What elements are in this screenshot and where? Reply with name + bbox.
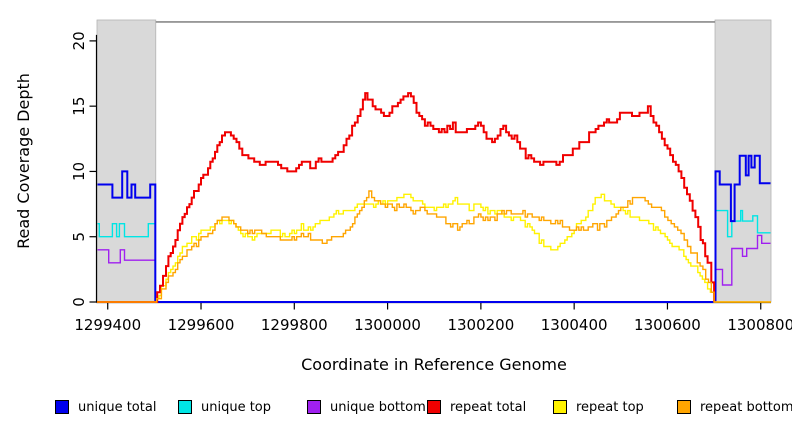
x-tick-label: 1300200: [447, 316, 514, 334]
x-tick-label: 1300400: [541, 316, 608, 334]
series-repeat-top-line: [97, 193, 771, 303]
legend-item-unique-total: unique total: [55, 396, 156, 418]
legend-item-unique-bottom: unique bottom: [307, 396, 426, 418]
legend-swatch-icon: [55, 400, 69, 414]
legend-label: unique total: [78, 399, 157, 415]
series-unique-total-line: [97, 154, 771, 303]
chart-layer: 1299400 1299600 1299800 1300000 1300200 13004…: [70, 19, 792, 334]
series-repeat-total-line: [97, 92, 716, 303]
legend: unique total unique top unique bottom repea…: [0, 396, 792, 420]
y-tick-label: 10: [70, 162, 88, 181]
legend-swatch-icon: [178, 400, 192, 414]
legend-swatch-icon: [307, 400, 321, 414]
y-tick-label: 15: [70, 97, 88, 116]
x-tick-label: 1299600: [168, 316, 235, 334]
legend-swatch-icon: [677, 400, 691, 414]
legend-item-repeat-bottom: repeat bottom: [677, 396, 792, 418]
legend-item-unique-top: unique top: [178, 396, 271, 418]
legend-swatch-icon: [553, 400, 567, 414]
legend-label: repeat total: [450, 399, 527, 415]
legend-swatch-icon: [427, 400, 441, 414]
legend-label: repeat bottom: [700, 399, 792, 415]
y-tick-label: 5: [70, 232, 88, 242]
x-tick-label: 1299400: [74, 316, 141, 334]
y-tick-label: 0: [70, 297, 88, 307]
shaded-region-right-unique-flank: [714, 19, 772, 303]
legend-label: repeat top: [576, 399, 644, 415]
x-tick-label: 1300600: [634, 316, 701, 334]
series-unique-top-line: [97, 209, 771, 303]
x-tick-label: 1300000: [354, 316, 421, 334]
shaded-region-left-unique-flank: [96, 19, 157, 303]
y-tick-label: 20: [70, 31, 88, 50]
legend-item-repeat-top: repeat top: [553, 396, 644, 418]
series-unique-bottom-line: [97, 234, 771, 303]
legend-label: unique bottom: [330, 399, 426, 415]
x-tick-label: 1299800: [261, 316, 328, 334]
legend-item-repeat-total: repeat total: [427, 396, 526, 418]
x-axis-title: Coordinate in Reference Genome: [301, 355, 567, 374]
series-repeat-bottom-line: [97, 190, 771, 303]
y-axis-title: Read Coverage Depth: [14, 73, 33, 249]
x-tick-label: 1300800: [727, 316, 792, 334]
legend-label: unique top: [201, 399, 272, 415]
